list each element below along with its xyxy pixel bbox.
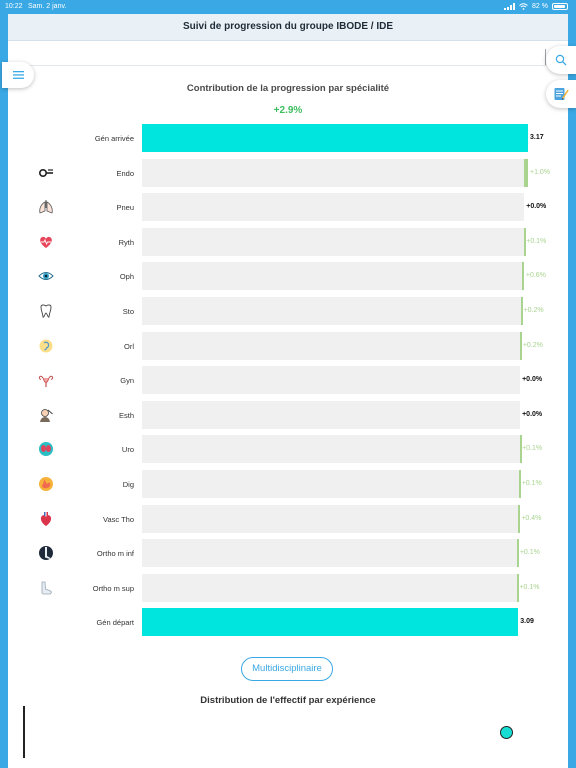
edit-button[interactable] bbox=[546, 80, 576, 108]
base-bar bbox=[142, 331, 521, 360]
category-label: Sto bbox=[122, 307, 134, 316]
base-bar bbox=[142, 539, 518, 568]
base-bar bbox=[142, 573, 518, 602]
arm-icon bbox=[38, 580, 54, 596]
category-label: Oph bbox=[119, 272, 134, 282]
category-label: Esth bbox=[118, 410, 134, 420]
base-bar bbox=[142, 227, 524, 256]
toolbar-strip bbox=[8, 41, 568, 66]
uterus-icon bbox=[38, 372, 54, 388]
change-value-label: +1.0% bbox=[530, 168, 551, 176]
endoscope-icon bbox=[38, 165, 54, 181]
heart-icon bbox=[38, 511, 54, 527]
change-value-label: +0.4% bbox=[521, 514, 542, 522]
change-value-label: +0.1% bbox=[522, 445, 543, 453]
status-bar: 10:22 Sam. 2 janv. 82 % bbox=[0, 0, 576, 14]
menu-button[interactable] bbox=[2, 62, 34, 88]
change-value-label: +0.1% bbox=[526, 237, 547, 245]
final-total-bar bbox=[142, 124, 528, 152]
increase-bar bbox=[521, 262, 524, 291]
main-panel: Suivi de progression du groupe IBODE / I… bbox=[2, 14, 576, 768]
status-time: 10:22 bbox=[5, 3, 23, 10]
increase-bar bbox=[517, 573, 520, 602]
base-bar bbox=[142, 297, 521, 325]
multidisciplinary-button[interactable]: Multidisciplinaire bbox=[241, 657, 333, 681]
category-label: Endo bbox=[116, 168, 134, 178]
distribution-axis bbox=[23, 706, 25, 758]
base-bar bbox=[142, 158, 525, 187]
page-title: Suivi de progression du groupe IBODE / I… bbox=[8, 14, 568, 41]
base-bar bbox=[142, 435, 520, 464]
cosmetic-face-icon bbox=[38, 407, 54, 423]
change-value-label: +0.2% bbox=[522, 341, 543, 349]
base-bar bbox=[142, 262, 522, 291]
search-button[interactable] bbox=[546, 46, 576, 74]
chart-title: Contribution de la progression par spéci… bbox=[186, 83, 390, 94]
category-label: Gyn bbox=[120, 376, 134, 386]
increase-bar bbox=[517, 539, 520, 568]
category-label: Dig bbox=[122, 480, 134, 489]
change-value-label: +0.0% bbox=[522, 376, 543, 384]
lungs-icon bbox=[38, 199, 54, 215]
change-value-label: +0.0% bbox=[522, 410, 543, 418]
category-label: Ortho m sup bbox=[92, 583, 134, 593]
increase-bar bbox=[519, 470, 522, 498]
category-label: Vasc Tho bbox=[103, 514, 134, 524]
category-label: Ryth bbox=[118, 237, 134, 247]
change-value-label: +0.6% bbox=[525, 272, 546, 280]
base-bar bbox=[142, 400, 521, 429]
distribution-title: Distribution de l'effectif par expérienc… bbox=[200, 695, 376, 706]
category-label: Ortho m inf bbox=[96, 549, 134, 559]
category-label: Gén départ bbox=[96, 618, 134, 628]
increase-bar bbox=[520, 331, 523, 360]
increase-bar bbox=[523, 227, 526, 256]
tooth-icon bbox=[38, 303, 54, 319]
change-value-label: +0.1% bbox=[519, 583, 540, 591]
bar-value-label: 3.17 bbox=[530, 134, 544, 141]
increase-bar bbox=[520, 297, 523, 325]
distribution-point[interactable] bbox=[500, 726, 513, 739]
heart-rhythm-icon bbox=[38, 234, 54, 250]
wifi-icon bbox=[519, 3, 528, 10]
increase-bar bbox=[519, 435, 522, 464]
change-value-label: +0.1% bbox=[521, 480, 542, 487]
change-value-label: +0.0% bbox=[526, 203, 547, 211]
search-icon bbox=[555, 54, 567, 66]
ear-icon bbox=[38, 338, 54, 354]
base-bar bbox=[142, 193, 525, 222]
increase-bar bbox=[517, 504, 520, 533]
initial-total-bar bbox=[142, 608, 519, 637]
status-date: Sam. 2 janv. bbox=[28, 3, 67, 10]
status-indicators: 82 % bbox=[504, 0, 568, 13]
signal-icon bbox=[504, 3, 516, 10]
toolbar-divider bbox=[545, 49, 546, 65]
battery-icon bbox=[552, 3, 568, 10]
change-value-label: +0.2% bbox=[523, 307, 544, 314]
category-label: Uro bbox=[121, 445, 134, 455]
increase-bar bbox=[524, 158, 528, 187]
notepad-pencil-icon bbox=[554, 88, 569, 100]
battery-percent: 82 % bbox=[532, 3, 548, 10]
category-label: Orl bbox=[124, 341, 134, 351]
leg-icon bbox=[38, 545, 54, 561]
category-label: Gén arrivée bbox=[94, 134, 134, 143]
base-bar bbox=[142, 470, 520, 498]
base-bar bbox=[142, 504, 518, 533]
kidneys-icon bbox=[38, 441, 54, 457]
base-bar bbox=[142, 366, 521, 395]
category-label: Pneu bbox=[116, 203, 134, 213]
hamburger-icon bbox=[12, 71, 24, 79]
eye-icon bbox=[38, 268, 54, 284]
stomach-icon bbox=[38, 476, 54, 492]
change-value-label: +0.1% bbox=[519, 549, 540, 557]
bar-value-label: 3.09 bbox=[520, 618, 534, 626]
total-change-value: +2.9% bbox=[273, 105, 303, 116]
